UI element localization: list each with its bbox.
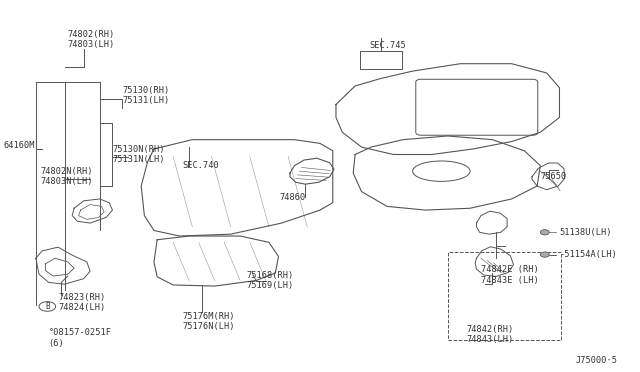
Bar: [360, 51, 402, 69]
Text: 75650: 75650: [540, 172, 566, 181]
Text: B: B: [45, 302, 50, 311]
Text: 74860: 74860: [280, 193, 306, 202]
Circle shape: [540, 252, 549, 257]
Circle shape: [540, 230, 549, 235]
Text: 75168(RH)
75169(LH): 75168(RH) 75169(LH): [246, 271, 294, 290]
Text: SEC.740: SEC.740: [182, 161, 220, 170]
Text: °08157-0251F
(6): °08157-0251F (6): [49, 328, 111, 348]
Text: J75000·5: J75000·5: [575, 356, 618, 365]
Bar: [448, 251, 561, 340]
Text: 51138U(LH): 51138U(LH): [559, 228, 612, 237]
Text: SEC.745: SEC.745: [370, 41, 406, 50]
Text: 74842(RH)
74843(LH): 74842(RH) 74843(LH): [467, 324, 514, 344]
Text: 74823(RH)
74824(LH): 74823(RH) 74824(LH): [58, 293, 106, 312]
Text: 74802N(RH)
74803N(LH): 74802N(RH) 74803N(LH): [41, 167, 93, 186]
Text: -51154A(LH): -51154A(LH): [559, 250, 617, 259]
Text: 74842E (RH)
74843E (LH): 74842E (RH) 74843E (LH): [481, 265, 539, 285]
Text: 75130N(RH)
75131N(LH): 75130N(RH) 75131N(LH): [113, 145, 165, 164]
Text: 64160M: 64160M: [4, 141, 35, 150]
Text: 75176M(RH)
75176N(LH): 75176M(RH) 75176N(LH): [182, 312, 235, 331]
Text: 75130(RH)
75131(LH): 75130(RH) 75131(LH): [122, 86, 170, 105]
Text: 74802(RH)
74803(LH): 74802(RH) 74803(LH): [68, 30, 115, 49]
